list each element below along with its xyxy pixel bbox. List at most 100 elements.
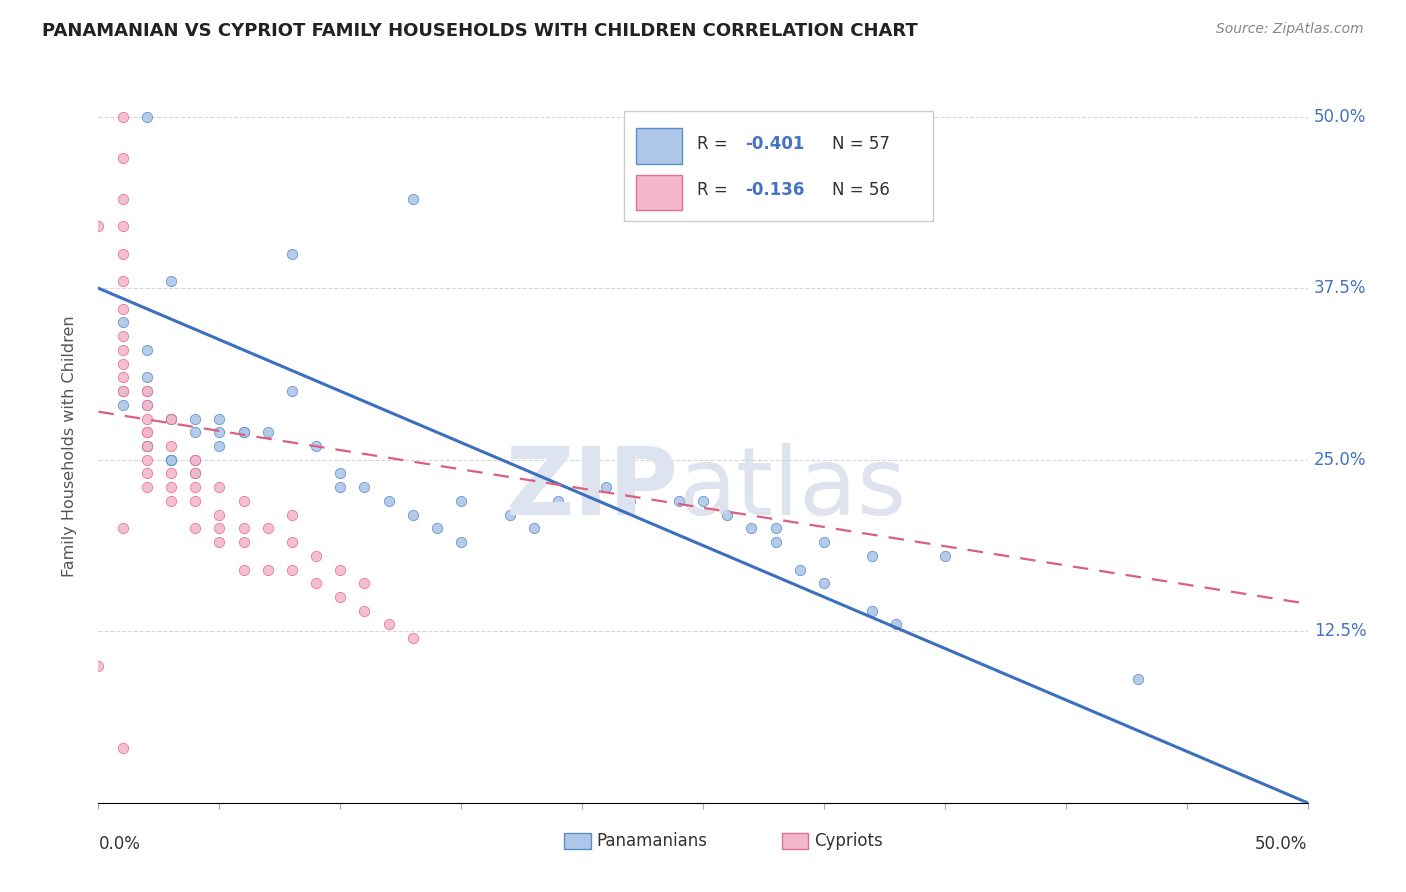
Text: PANAMANIAN VS CYPRIOT FAMILY HOUSEHOLDS WITH CHILDREN CORRELATION CHART: PANAMANIAN VS CYPRIOT FAMILY HOUSEHOLDS … [42, 22, 918, 40]
Point [329, 480, 352, 494]
Point [208, 411, 231, 425]
Point [860, 549, 883, 563]
Point [208, 521, 231, 535]
Point [111, 384, 134, 398]
Point [111, 219, 134, 234]
Text: 25.0%: 25.0% [1313, 450, 1367, 468]
Point [232, 521, 254, 535]
Point [135, 370, 157, 384]
Point [232, 425, 254, 440]
Text: ZIP: ZIP [506, 442, 679, 535]
Point [256, 425, 278, 440]
FancyBboxPatch shape [624, 111, 932, 221]
Text: -0.136: -0.136 [745, 181, 804, 199]
Point [934, 549, 956, 563]
Point [765, 521, 787, 535]
Point [111, 398, 134, 412]
Point [377, 494, 399, 508]
Text: Panamanians: Panamanians [596, 832, 707, 850]
Y-axis label: Family Households with Children: Family Households with Children [62, 315, 77, 577]
Point [765, 535, 787, 549]
Point [619, 494, 641, 508]
Point [329, 590, 352, 604]
Text: Cypriots: Cypriots [814, 832, 883, 850]
Point [232, 494, 254, 508]
Point [329, 467, 352, 481]
Point [426, 521, 449, 535]
Point [160, 411, 183, 425]
Point [402, 508, 425, 522]
Text: R =: R = [697, 181, 733, 199]
Point [111, 384, 134, 398]
Point [208, 535, 231, 549]
Point [402, 192, 425, 206]
Point [256, 521, 278, 535]
Point [111, 192, 134, 206]
Point [1128, 673, 1150, 687]
Point [111, 151, 134, 165]
Point [135, 467, 157, 481]
Point [523, 521, 546, 535]
Point [281, 384, 304, 398]
Point [111, 343, 134, 357]
Point [135, 398, 157, 412]
Text: 50.0%: 50.0% [1256, 835, 1308, 853]
Bar [564, 833, 591, 849]
Point [111, 247, 134, 261]
Point [135, 411, 157, 425]
Point [860, 604, 883, 618]
Bar [637, 128, 682, 164]
Point [595, 480, 617, 494]
Text: 37.5%: 37.5% [1313, 279, 1367, 297]
Text: 12.5%: 12.5% [1313, 623, 1367, 640]
Point [111, 110, 134, 124]
Point [813, 535, 835, 549]
Point [160, 274, 183, 288]
Point [281, 535, 304, 549]
Point [208, 480, 231, 494]
Point [160, 452, 183, 467]
Point [87, 658, 110, 673]
Point [450, 494, 472, 508]
Point [208, 508, 231, 522]
Point [160, 411, 183, 425]
Point [740, 521, 762, 535]
Point [135, 439, 157, 453]
Point [184, 480, 207, 494]
Point [184, 411, 207, 425]
Point [184, 452, 207, 467]
Point [135, 384, 157, 398]
Point [160, 411, 183, 425]
Point [160, 480, 183, 494]
Bar [637, 175, 682, 211]
Point [450, 535, 472, 549]
Point [813, 576, 835, 591]
Point [232, 535, 254, 549]
Text: 0.0%: 0.0% [98, 835, 141, 853]
Text: 50.0%: 50.0% [1313, 108, 1367, 126]
Text: N = 57: N = 57 [832, 135, 890, 153]
Point [353, 604, 375, 618]
Point [111, 370, 134, 384]
Point [135, 110, 157, 124]
Text: N = 56: N = 56 [832, 181, 890, 199]
Point [160, 467, 183, 481]
Point [402, 631, 425, 645]
Point [135, 439, 157, 453]
Point [111, 740, 134, 755]
Point [232, 562, 254, 576]
Point [305, 576, 328, 591]
Point [135, 384, 157, 398]
Point [184, 521, 207, 535]
Point [789, 562, 811, 576]
Point [329, 562, 352, 576]
Point [184, 467, 207, 481]
Text: -0.401: -0.401 [745, 135, 804, 153]
Point [160, 494, 183, 508]
Bar [782, 833, 808, 849]
Point [498, 508, 520, 522]
Point [281, 508, 304, 522]
Point [668, 494, 690, 508]
Point [256, 562, 278, 576]
Point [135, 343, 157, 357]
